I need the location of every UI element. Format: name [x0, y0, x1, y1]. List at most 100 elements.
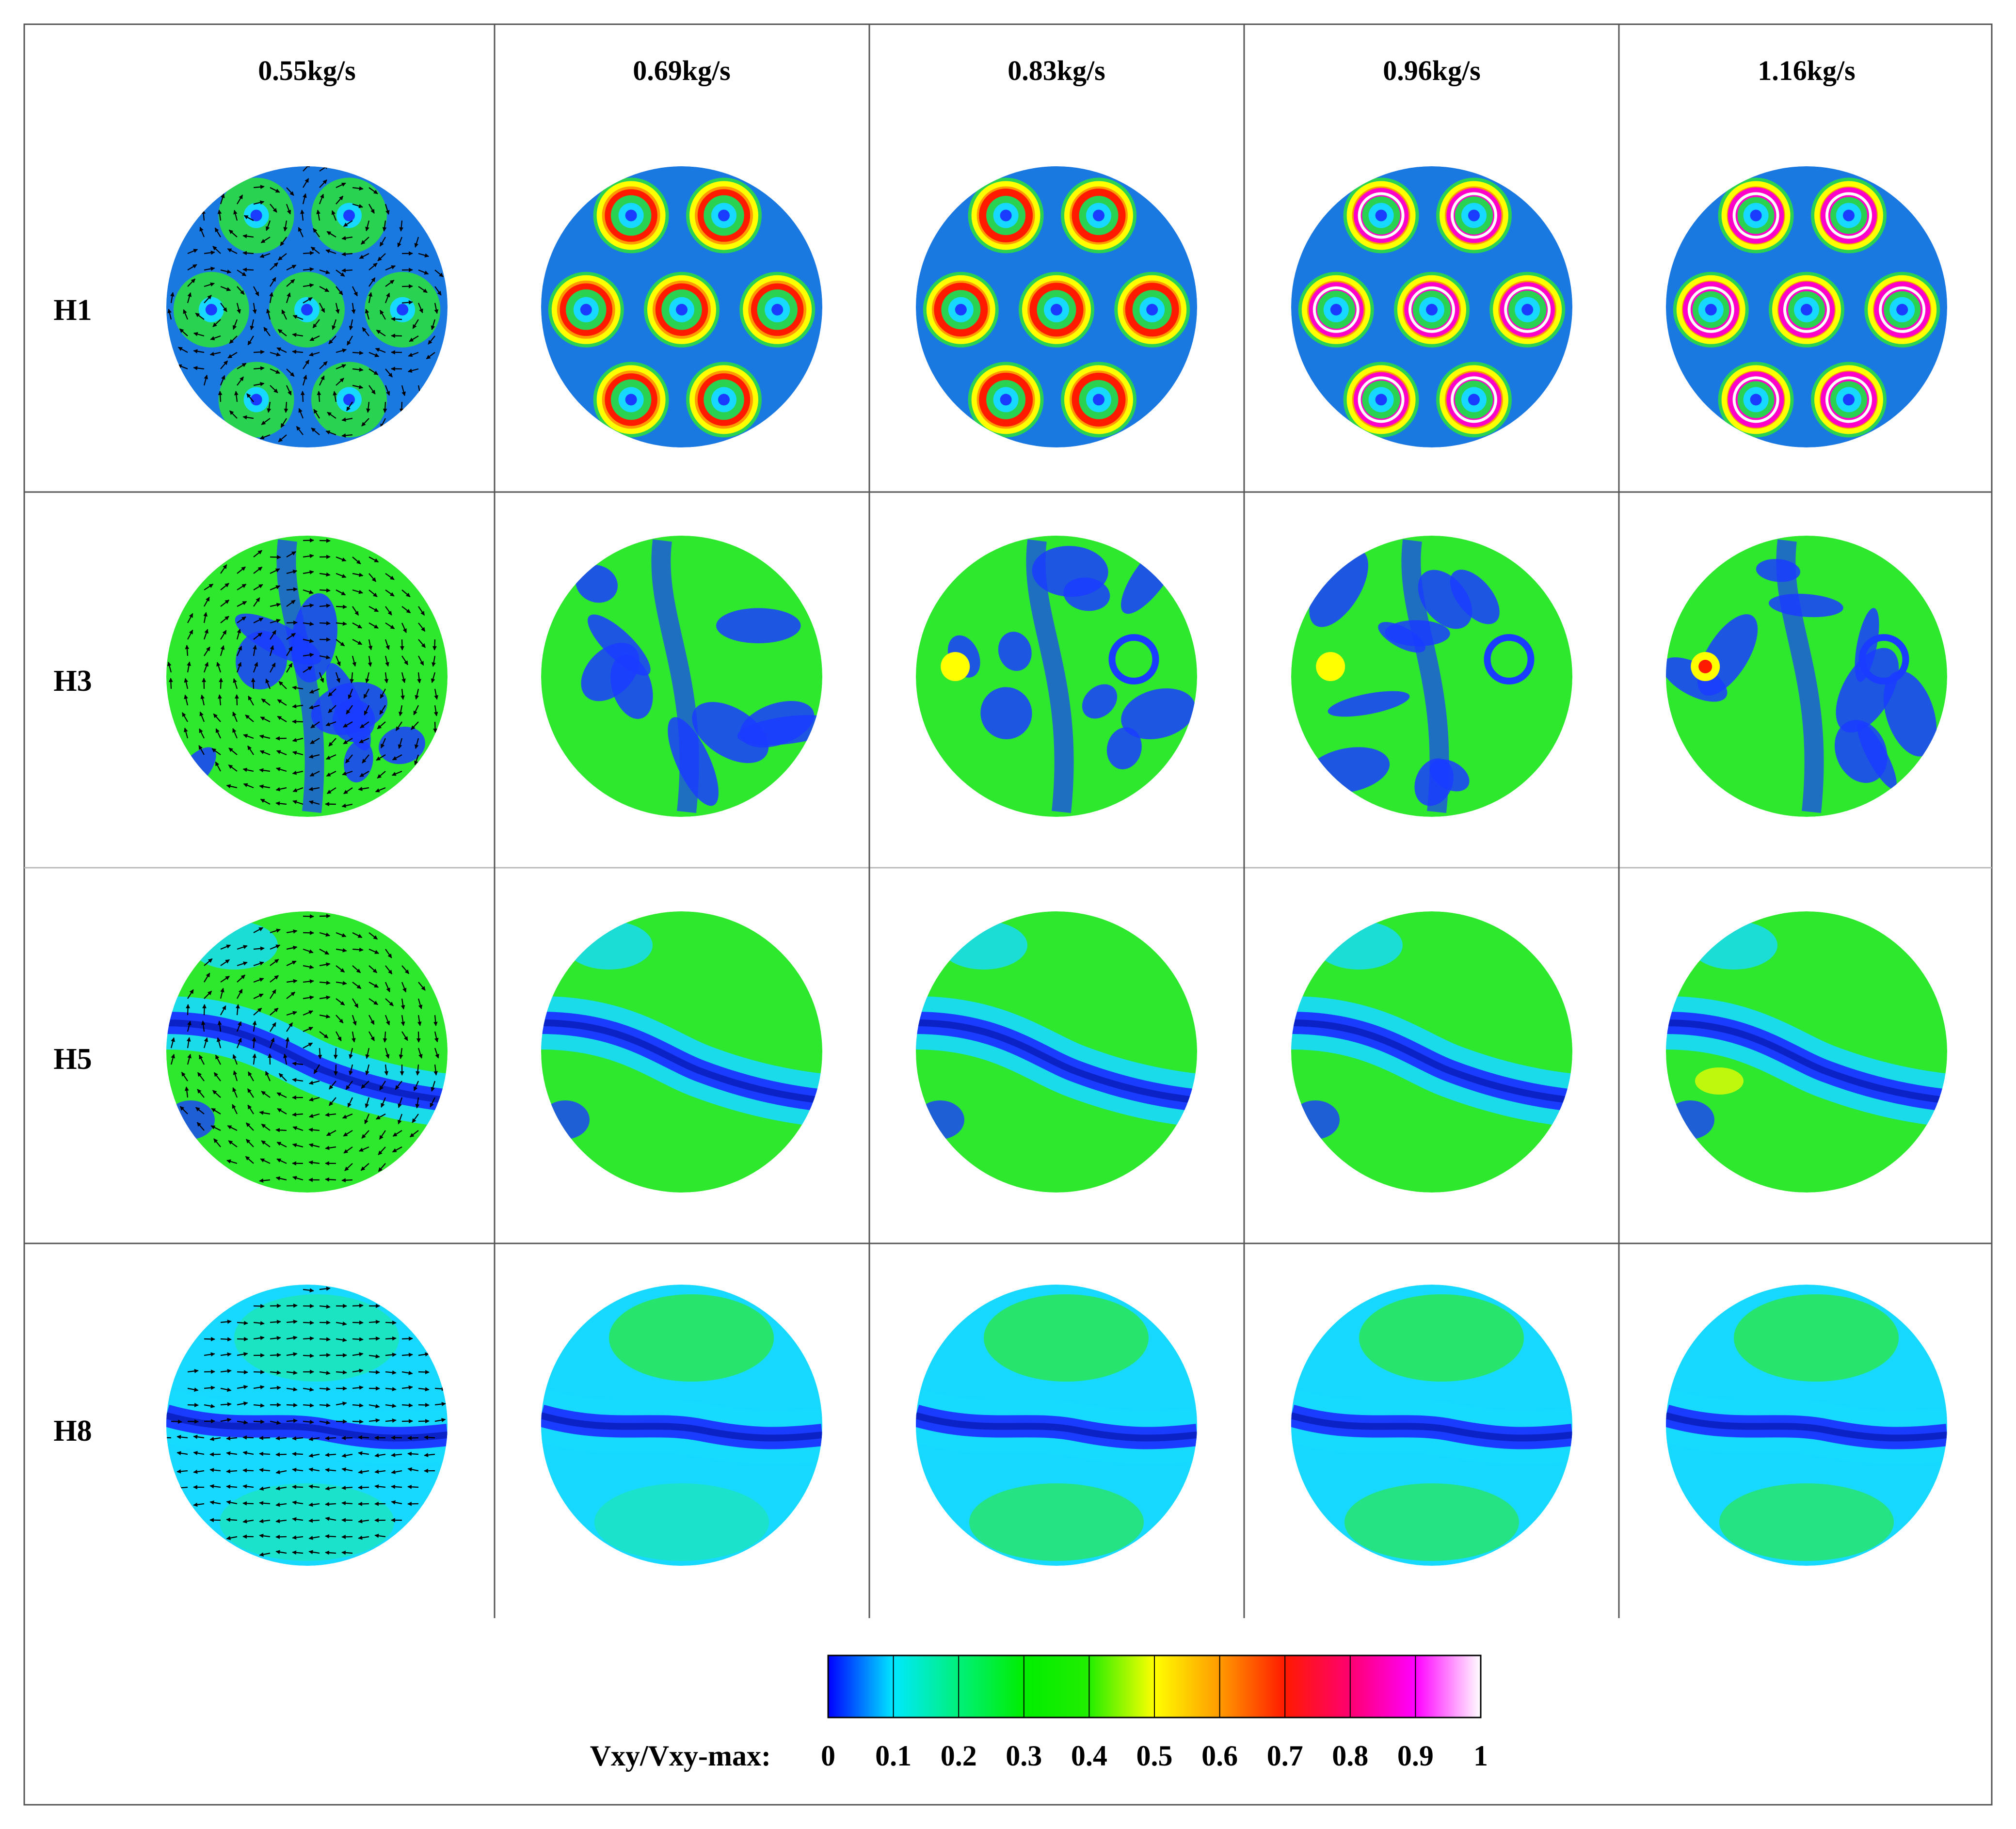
- vortex-ring: [1484, 634, 1535, 684]
- velocity-arrow: [310, 246, 320, 254]
- velocity-arrow: [303, 1320, 314, 1325]
- low-velocity-region: [236, 631, 288, 690]
- velocity-arrow: [365, 1064, 370, 1076]
- velocity-arrow: [365, 1097, 370, 1108]
- velocity-arrow: [275, 1502, 287, 1507]
- velocity-arrow: [184, 678, 189, 689]
- velocity-arrow: [303, 1387, 314, 1392]
- velocity-arrow: [236, 646, 242, 656]
- velocity-arrow: [292, 1126, 304, 1131]
- row-label: H3: [53, 665, 92, 698]
- velocity-arrow: [401, 982, 407, 993]
- velocity-arrow: [198, 745, 205, 755]
- velocity-arrow: [220, 286, 231, 291]
- velocity-arrow: [309, 351, 320, 357]
- velocity-arrow: [328, 738, 336, 747]
- velocity-arrow: [352, 350, 364, 355]
- velocity-arrow: [368, 982, 379, 988]
- velocity-arrow: [309, 771, 320, 777]
- velocity-arrow: [187, 292, 192, 303]
- velocity-arrow: [359, 1146, 369, 1152]
- velocity-arrow: [298, 408, 304, 419]
- velocity-arrow: [341, 236, 353, 240]
- velocity-arrow: [380, 688, 386, 699]
- velocity-arrow: [292, 1535, 304, 1540]
- velocity-arrow: [359, 737, 369, 744]
- velocity-arrow: [385, 265, 396, 271]
- velocity-arrow: [214, 227, 221, 238]
- velocity-arrow: [237, 286, 245, 295]
- velocity-arrow: [382, 220, 387, 232]
- low-velocity-filament: [1026, 539, 1074, 813]
- velocity-arrow: [401, 300, 413, 305]
- velocity-arrow: [341, 417, 353, 422]
- velocity-arrow: [328, 705, 336, 714]
- velocity-arrow: [319, 995, 331, 1000]
- velocity-arrow: [253, 382, 265, 386]
- velocity-arrow: [352, 384, 364, 389]
- velocity-arrow: [220, 583, 229, 590]
- velocity-arrow: [349, 319, 353, 331]
- velocity-arrow: [253, 1336, 265, 1340]
- velocity-arrow: [237, 945, 248, 950]
- velocity-arrow: [361, 1081, 369, 1089]
- velocity-arrow: [303, 652, 314, 657]
- velocity-arrow: [275, 1470, 287, 1475]
- velocity-arrow: [286, 279, 295, 287]
- velocity-arrow: [303, 1010, 314, 1016]
- velocity-arrow: [226, 1536, 238, 1541]
- velocity-arrow: [364, 1113, 370, 1125]
- velocity-arrow: [237, 376, 244, 386]
- velocity-arrow: [352, 186, 364, 191]
- velocity-arrow: [347, 335, 353, 346]
- velocity-arrow: [259, 1533, 271, 1538]
- velocity-arrow: [229, 410, 238, 419]
- velocity-arrow: [365, 220, 370, 232]
- velocity-arrow: [292, 800, 304, 805]
- velocity-arrow: [401, 1385, 413, 1390]
- velocity-arrow: [434, 1048, 439, 1059]
- velocity-arrow: [270, 277, 276, 287]
- velocity-arrow: [385, 280, 395, 287]
- velocity-arrow: [242, 1450, 254, 1455]
- velocity-arrow: [193, 349, 205, 354]
- velocity-arrow: [270, 1420, 281, 1425]
- velocity-arrow: [195, 1107, 205, 1114]
- velocity-arrow: [411, 721, 419, 730]
- velocity-arrow: [303, 1027, 313, 1033]
- velocity-arrow: [352, 998, 359, 1008]
- velocity-arrow: [391, 770, 402, 776]
- velocity-arrow: [286, 1320, 298, 1324]
- velocity-arrow: [266, 308, 271, 320]
- velocity-arrow: [352, 1320, 364, 1325]
- velocity-arrow: [259, 750, 271, 756]
- velocity-arrow: [253, 597, 260, 607]
- velocity-arrow: [179, 328, 188, 336]
- velocity-arrow: [209, 1468, 221, 1472]
- velocity-arrow: [176, 1435, 188, 1439]
- velocity-arrow: [292, 1500, 304, 1505]
- contour-panel: [166, 911, 448, 1193]
- velocity-arrow: [292, 685, 304, 690]
- velocity-arrow: [220, 630, 227, 640]
- velocity-arrow: [385, 1387, 397, 1391]
- velocity-arrow: [328, 1097, 336, 1106]
- velocity-arrow: [434, 1402, 446, 1406]
- contour-panel: [916, 536, 1197, 817]
- velocity-arrow: [286, 187, 294, 196]
- velocity-arrow: [247, 1088, 254, 1098]
- velocity-arrow: [202, 1004, 207, 1016]
- velocity-arrow: [177, 347, 188, 353]
- velocity-arrow: [270, 187, 280, 193]
- contour-panel: [541, 536, 822, 817]
- velocity-arrow: [401, 1403, 413, 1408]
- velocity-arrow: [359, 253, 369, 259]
- velocity-arrow: [308, 1097, 320, 1102]
- velocity-arrow: [220, 1320, 232, 1324]
- velocity-arrow: [377, 253, 386, 261]
- velocity-arrow: [286, 960, 297, 966]
- velocity-arrow: [352, 286, 358, 297]
- velocity-arrow: [352, 947, 364, 952]
- velocity-arrow: [218, 694, 222, 706]
- velocity-arrow: [374, 1453, 386, 1458]
